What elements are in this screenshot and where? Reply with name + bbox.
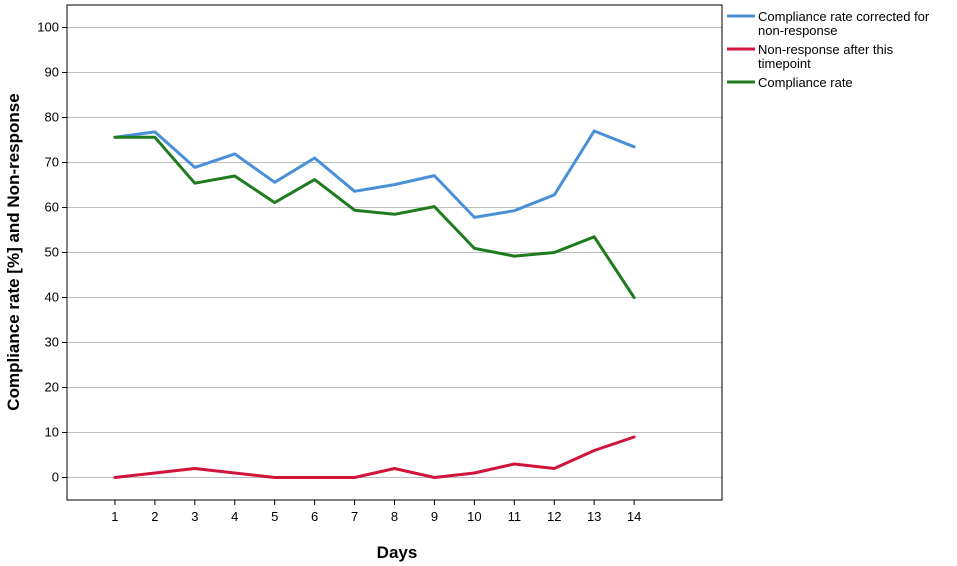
x-tick-label-8: 8 — [391, 509, 398, 524]
series-lines — [113, 129, 636, 479]
legend-label-3-line-1: Compliance rate — [758, 75, 853, 90]
legend-label-2-line-1: Non-response after this — [758, 42, 894, 57]
x-tick-label-3: 3 — [191, 509, 198, 524]
axes — [62, 4, 723, 505]
gridlines — [67, 27, 722, 478]
legend: Compliance rate corrected fornon-respons… — [727, 9, 930, 90]
y-tick-label-90: 90 — [45, 65, 59, 80]
x-tick-label-7: 7 — [351, 509, 358, 524]
y-tick-label-60: 60 — [45, 200, 59, 215]
x-tick-label-10: 10 — [467, 509, 481, 524]
x-tick-labels: 1 2 3 4 5 6 7 8 9 10 11 12 13 14 — [111, 509, 641, 524]
x-tick-label-9: 9 — [431, 509, 438, 524]
x-tick-label-14: 14 — [627, 509, 641, 524]
y-tick-label-0: 0 — [52, 470, 59, 485]
y-tick-label-30: 30 — [45, 335, 59, 350]
x-tick-label-6: 6 — [311, 509, 318, 524]
legend-label-2-line-2: timepoint — [758, 56, 811, 71]
x-tick-label-5: 5 — [271, 509, 278, 524]
y-tick-label-80: 80 — [45, 110, 59, 125]
x-axis-title: Days — [377, 543, 418, 562]
y-axis-title: Compliance rate [%] and Non-response — [4, 93, 23, 410]
x-tick-label-4: 4 — [231, 509, 238, 524]
y-tick-label-20: 20 — [45, 380, 59, 395]
x-tick-label-11: 11 — [508, 509, 522, 524]
series-line-2 — [113, 435, 636, 479]
series-line-1 — [113, 129, 636, 219]
y-tick-label-50: 50 — [45, 245, 59, 260]
x-tick-label-13: 13 — [587, 509, 601, 524]
y-tick-label-70: 70 — [45, 155, 59, 170]
series-line-3 — [113, 135, 636, 299]
y-tick-label-10: 10 — [45, 425, 59, 440]
y-tick-label-100: 100 — [37, 20, 59, 35]
legend-label-1-line-1: Compliance rate corrected for — [758, 9, 930, 24]
x-tick-label-12: 12 — [547, 509, 561, 524]
x-tick-label-1: 1 — [111, 509, 118, 524]
x-tick-label-2: 2 — [151, 509, 158, 524]
y-tick-labels: 0 10 20 30 40 50 60 70 80 90 100 — [37, 20, 59, 485]
legend-label-1-line-2: non-response — [758, 23, 838, 38]
y-tick-label-40: 40 — [45, 290, 59, 305]
